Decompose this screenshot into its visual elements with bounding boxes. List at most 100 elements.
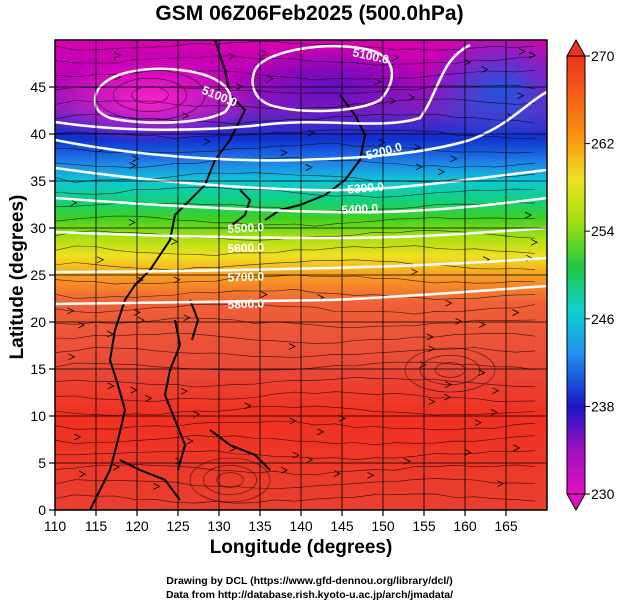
- streamline-arrow: [289, 417, 297, 425]
- streamline-arrow: [112, 463, 120, 471]
- streamline: [55, 493, 536, 504]
- streamline-arrow: [428, 345, 436, 353]
- colorbar-tick-label: 270: [591, 48, 615, 64]
- contour-label: 5300.0: [347, 179, 385, 196]
- x-tick-label: 110: [44, 518, 67, 534]
- streamline-eddy: [113, 78, 187, 112]
- streamline-arrow: [183, 314, 191, 322]
- colorbar: 230 238 246 254 262 270: [566, 38, 615, 512]
- streamline: [55, 405, 536, 416]
- streamline: [55, 376, 535, 388]
- streamline: [55, 186, 536, 198]
- streamline-arrow: [413, 143, 421, 151]
- streamline: [55, 259, 536, 271]
- streamline-arrow: [186, 437, 194, 445]
- colorbar-tick-label: 262: [591, 136, 615, 152]
- streamline-arrow: [374, 78, 382, 86]
- streamline-arrow: [280, 466, 288, 474]
- streamline-arrow: [77, 321, 85, 329]
- y-axis-label: Latitude (degrees): [7, 194, 28, 360]
- streamline: [55, 245, 536, 256]
- streamline-arrow: [67, 307, 75, 315]
- streamline-arrow: [182, 112, 190, 120]
- x-tick-label: 120: [125, 518, 149, 534]
- streamline: [55, 157, 536, 169]
- streamline-arrow: [79, 470, 87, 478]
- streamline-arrow: [518, 48, 526, 55]
- colorbar-tick-label: 238: [591, 398, 615, 414]
- streamline-arrow: [512, 309, 520, 316]
- streamline: [55, 129, 536, 139]
- coastline: [89, 40, 367, 510]
- streamline-arrow: [378, 139, 386, 146]
- streamline-arrow: [524, 211, 532, 219]
- streamline-arrow: [530, 238, 538, 246]
- streamline-arrow: [288, 343, 296, 350]
- credit-data: Data from http://database.rish.kyoto-u.a…: [165, 589, 454, 601]
- streamline-arrow: [292, 451, 300, 459]
- x-axis-label: Longitude (degrees): [209, 537, 393, 558]
- streamline-arrow: [513, 444, 521, 452]
- streamline-arrow: [68, 353, 76, 361]
- streamline-arrow: [107, 382, 115, 390]
- streamline-arrow: [490, 408, 498, 416]
- streamline-arrow: [392, 54, 400, 62]
- streamline-eddy: [404, 347, 496, 393]
- streamline-arrow: [171, 238, 179, 245]
- y-tick-label: 45: [30, 79, 46, 95]
- y-tick-label: 40: [30, 126, 46, 142]
- streamline-arrow: [529, 51, 537, 59]
- y-axis-ticks: 0 5 10 15 20 25 30 35 40 45: [30, 79, 55, 518]
- contour-label: 5500.0: [227, 220, 265, 236]
- streamline-arrow: [261, 49, 269, 57]
- streamline-arrow: [464, 449, 472, 456]
- streamline-arrow: [317, 428, 325, 436]
- colorbar-tick-label: 246: [591, 311, 615, 327]
- x-tick-label: 155: [412, 518, 436, 534]
- contour-line: [55, 90, 547, 162]
- streamline-arrow: [481, 66, 489, 73]
- chart-title: GSM 06Z06Feb2025 (500.0hPa): [155, 2, 464, 25]
- streamline-arrow: [438, 168, 446, 176]
- streamline-arrow: [426, 333, 434, 341]
- y-tick-label: 20: [30, 314, 46, 330]
- streamline-arrow: [474, 419, 482, 427]
- streamline-arrow: [228, 52, 236, 60]
- streamline: [55, 98, 536, 110]
- x-tick-label: 140: [289, 518, 313, 534]
- streamline-arrow: [113, 51, 121, 59]
- x-tick-label: 160: [453, 518, 477, 534]
- contour-line: [55, 166, 547, 192]
- credit-drawing: Drawing by DCL (https://www.gfd-dennou.o…: [166, 575, 453, 587]
- streamline: [55, 41, 536, 51]
- x-axis-ticks: 110 115 120 125 130 135 140 145 150 155 160 165: [44, 510, 518, 534]
- streamline: [55, 288, 536, 300]
- streamline-arrow: [408, 94, 416, 101]
- blue-patch-northeast: [420, 40, 547, 150]
- streamline: [55, 332, 536, 344]
- x-tick-label: 130: [207, 518, 231, 534]
- streamline-arrow: [74, 433, 82, 441]
- streamline-arrow: [478, 321, 486, 328]
- x-tick-label: 125: [166, 518, 190, 534]
- y-tick-label: 5: [38, 455, 46, 471]
- x-tick-label: 150: [371, 518, 395, 534]
- grid: [55, 40, 547, 510]
- streamline-arrow: [173, 276, 181, 284]
- colorbar-tick-label: 254: [591, 223, 615, 239]
- contour-line: [55, 196, 547, 214]
- streamline-arrow: [180, 387, 188, 395]
- streamline-arrow: [492, 387, 500, 395]
- streamline-arrow: [153, 483, 161, 490]
- streamline-eddy: [189, 457, 271, 503]
- streamline-arrow: [97, 256, 105, 264]
- streamline: [55, 55, 536, 66]
- streamline-arrow: [478, 369, 486, 376]
- streamline-eddy: [419, 355, 481, 385]
- contour-label: 5400.0: [341, 201, 379, 217]
- streamline-arrow: [419, 361, 427, 369]
- streamline-arrow: [236, 83, 244, 90]
- streamline-arrow: [333, 470, 341, 477]
- contour-line: [55, 284, 547, 306]
